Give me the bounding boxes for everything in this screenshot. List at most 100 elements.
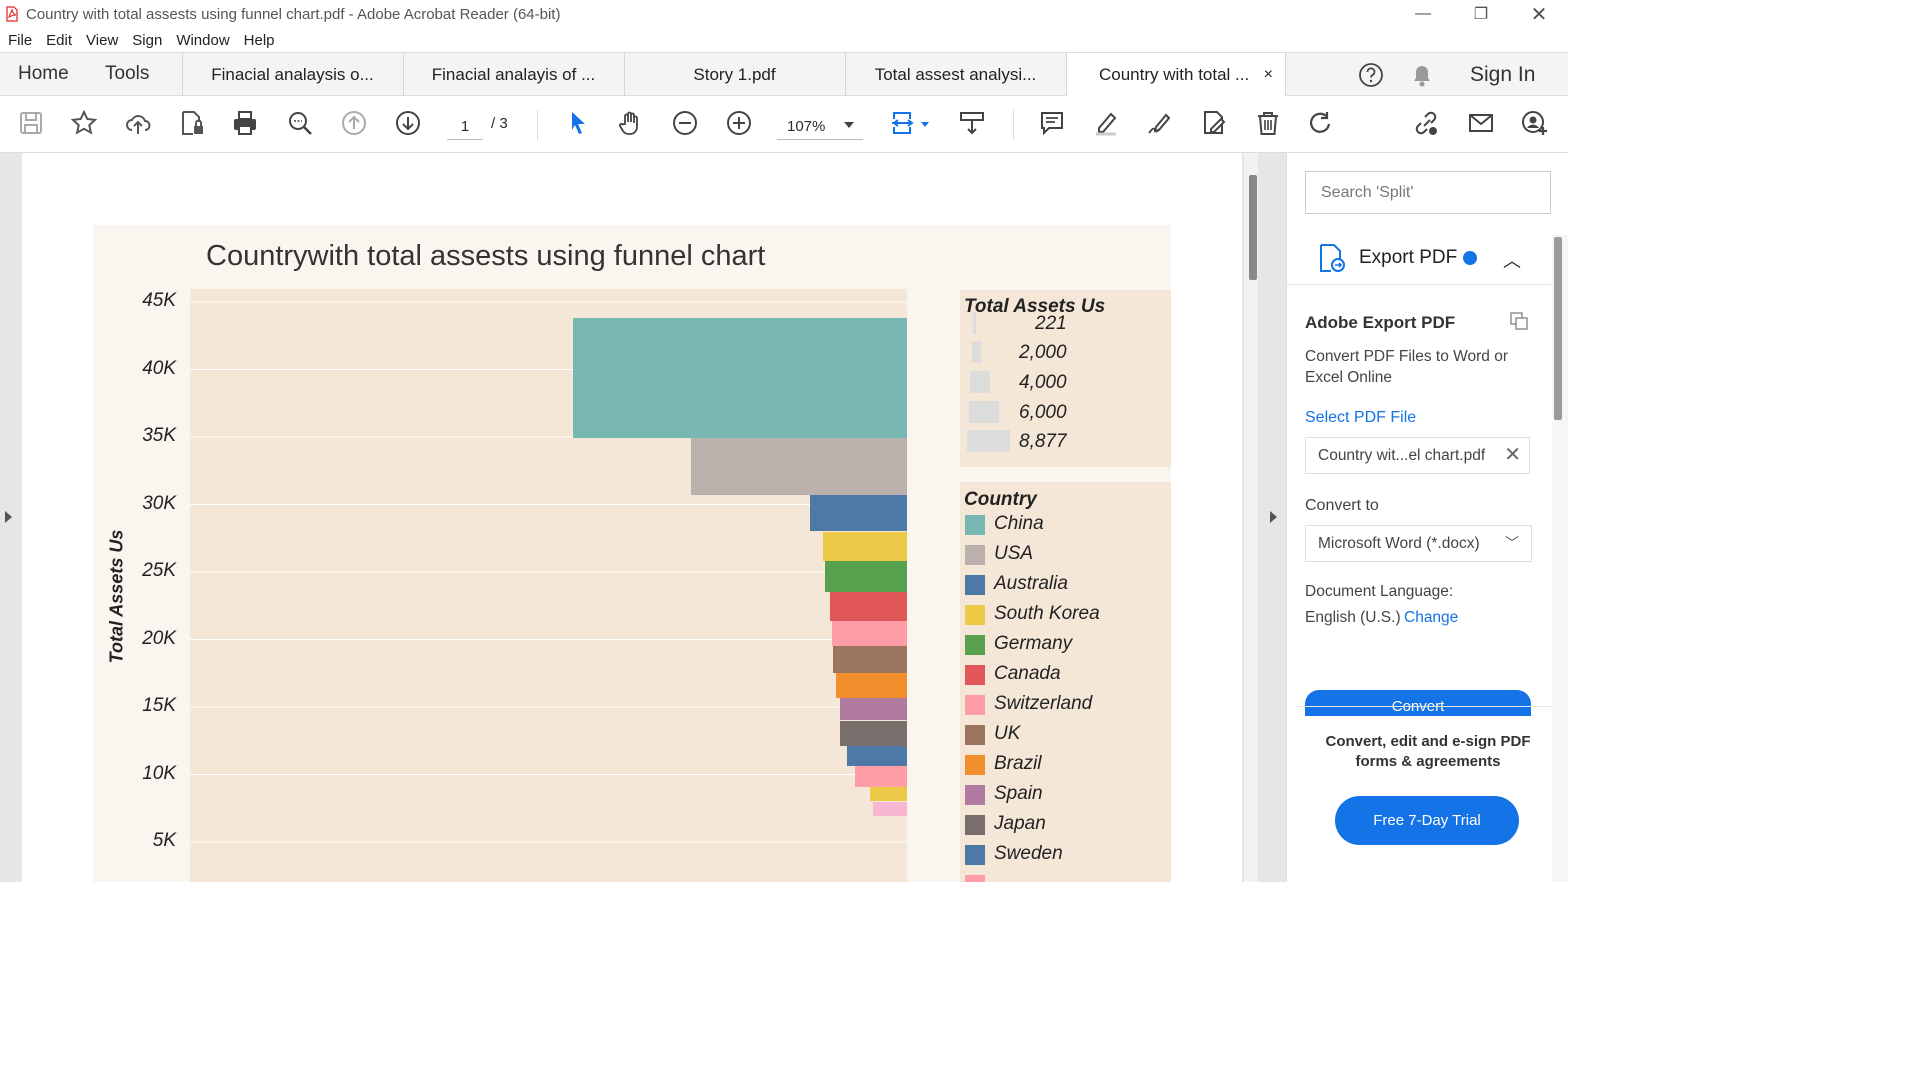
country-legend-label: Sweden xyxy=(994,843,1063,864)
country-legend-label: Germany xyxy=(994,633,1073,654)
next-page-icon[interactable] xyxy=(393,108,423,138)
size-legend-label: 221 xyxy=(1035,313,1067,334)
comment-icon[interactable] xyxy=(1037,108,1067,138)
chevron-down-icon: ﹀ xyxy=(1505,535,1519,551)
delete-trash-icon[interactable] xyxy=(1253,108,1283,138)
protect-file-icon[interactable] xyxy=(177,108,207,138)
clear-file-icon[interactable]: ✕ xyxy=(1504,444,1521,466)
menu-view[interactable]: View xyxy=(86,31,119,49)
export-pdf-header[interactable]: Export PDF ︿ xyxy=(1287,233,1551,285)
zoom-dropdown-icon[interactable] xyxy=(844,122,854,128)
funnel-bar xyxy=(855,766,907,787)
menu-window[interactable]: Window xyxy=(176,31,230,49)
draw-sign-icon[interactable] xyxy=(1145,108,1175,138)
toolbar-divider xyxy=(1013,110,1014,140)
menu-sign[interactable]: Sign xyxy=(132,31,163,49)
premium-badge-icon xyxy=(1463,251,1477,265)
size-legend-label: 6,000 xyxy=(1019,402,1067,423)
document-language-value: English (U.S.) xyxy=(1305,609,1401,626)
country-legend: Country China USA Australia South Korea Germ… xyxy=(960,482,1171,882)
country-legend-title: Country xyxy=(964,489,1037,510)
selected-file-field[interactable]: Country wit...el chart.pdf ✕ xyxy=(1305,437,1530,474)
restore-button[interactable]: ❐ xyxy=(1473,6,1489,23)
panel-scrollbar-thumb[interactable] xyxy=(1554,237,1562,420)
convert-button[interactable]: Convert xyxy=(1305,690,1531,716)
size-legend-label: 4,000 xyxy=(1019,372,1067,393)
page-total: / 3 xyxy=(491,115,508,132)
change-language-link[interactable]: Change xyxy=(1404,609,1459,626)
country-legend-swatch xyxy=(965,815,985,835)
export-pdf-icon xyxy=(1320,244,1345,272)
zoom-level-input[interactable]: 107% xyxy=(777,114,863,140)
add-user-icon[interactable] xyxy=(1520,108,1550,138)
funnel-bar-switzerland xyxy=(832,620,907,647)
share-link-icon[interactable] xyxy=(1411,108,1441,138)
tab-tools[interactable]: Tools xyxy=(105,63,150,84)
size-legend-swatch xyxy=(967,430,1010,452)
copy-icon[interactable] xyxy=(1509,311,1529,331)
doc-tab-1[interactable]: Finacial analaysis o... xyxy=(182,53,402,96)
free-trial-button[interactable]: Free 7-Day Trial xyxy=(1335,796,1519,845)
country-legend-label: Brazil xyxy=(994,753,1042,774)
right-panel-toggle-icon[interactable] xyxy=(1270,511,1277,523)
convert-format-select[interactable]: Microsoft Word (*.docx) ﹀ xyxy=(1305,525,1532,562)
scroll-mode-icon[interactable] xyxy=(957,108,987,138)
chevron-up-icon[interactable]: ︿ xyxy=(1503,251,1521,271)
select-pdf-file-link[interactable]: Select PDF File xyxy=(1305,409,1417,426)
tools-search-input[interactable]: Search 'Split' xyxy=(1305,171,1551,214)
country-legend-swatch xyxy=(965,755,985,775)
doc-tab-2[interactable]: Finacial analayis of ... xyxy=(403,53,623,96)
country-legend-swatch xyxy=(965,785,985,805)
size-legend-swatch xyxy=(973,312,976,334)
country-legend-swatch xyxy=(965,515,985,535)
print-icon[interactable] xyxy=(230,108,260,138)
country-legend-label: Spain xyxy=(994,783,1043,804)
size-legend-label: 8,877 xyxy=(1019,431,1067,452)
funnel-bar-canada xyxy=(830,592,907,621)
country-legend-label: Australia xyxy=(994,573,1068,594)
document-scrollbar-thumb[interactable] xyxy=(1249,175,1257,280)
email-icon[interactable] xyxy=(1466,108,1496,138)
size-legend-label: 2,000 xyxy=(1019,342,1067,363)
save-icon[interactable] xyxy=(16,108,46,138)
document-scrollbar[interactable] xyxy=(1244,153,1258,882)
previous-page-icon[interactable] xyxy=(339,108,369,138)
rotate-icon[interactable] xyxy=(1306,108,1336,138)
fit-page-icon[interactable] xyxy=(889,108,919,138)
edit-pdf-icon[interactable] xyxy=(1199,108,1229,138)
country-legend-swatch xyxy=(965,665,985,685)
zoom-out-icon[interactable] xyxy=(670,108,700,138)
y-tick-label: 15K xyxy=(142,695,176,716)
country-legend-label: Switzerland xyxy=(994,693,1093,714)
minimize-button[interactable]: — xyxy=(1415,5,1431,22)
fit-page-dropdown-icon[interactable] xyxy=(921,122,929,127)
promo-divider xyxy=(1297,706,1559,707)
funnel-bar-sweden xyxy=(847,746,907,767)
star-icon[interactable] xyxy=(69,108,99,138)
window-title: Country with total assests using funnel … xyxy=(26,5,561,23)
sign-in-button[interactable]: Sign In xyxy=(1470,63,1536,86)
page-number-input[interactable]: 1 xyxy=(447,114,483,140)
size-legend-swatch xyxy=(968,401,999,423)
notification-bell-icon[interactable] xyxy=(1410,61,1434,89)
help-icon[interactable] xyxy=(1358,62,1384,88)
doc-tab-4[interactable]: Total assest analysi... xyxy=(845,53,1065,96)
doc-tab-3[interactable]: Story 1.pdf xyxy=(624,53,844,96)
doc-tab-label: Finacial analayis of ... xyxy=(431,64,596,84)
left-panel-toggle-icon[interactable] xyxy=(5,511,12,523)
close-tab-icon[interactable]: × xyxy=(1263,66,1273,83)
menu-edit[interactable]: Edit xyxy=(46,31,73,49)
close-window-button[interactable]: ✕ xyxy=(1530,3,1548,26)
funnel-bar-usa xyxy=(691,438,907,496)
tab-home[interactable]: Home xyxy=(18,63,69,84)
highlight-pen-icon[interactable] xyxy=(1091,108,1121,138)
cloud-upload-icon[interactable] xyxy=(123,108,153,138)
menu-file[interactable]: File xyxy=(8,31,33,49)
menu-help[interactable]: Help xyxy=(243,31,275,49)
y-tick-label: 35K xyxy=(142,425,176,446)
zoom-search-icon[interactable] xyxy=(285,108,315,138)
hand-tool-icon[interactable] xyxy=(616,108,646,138)
select-cursor-icon[interactable] xyxy=(563,108,593,138)
zoom-in-icon[interactable] xyxy=(724,108,754,138)
doc-tab-active[interactable]: Country with total ... × xyxy=(1066,53,1286,97)
